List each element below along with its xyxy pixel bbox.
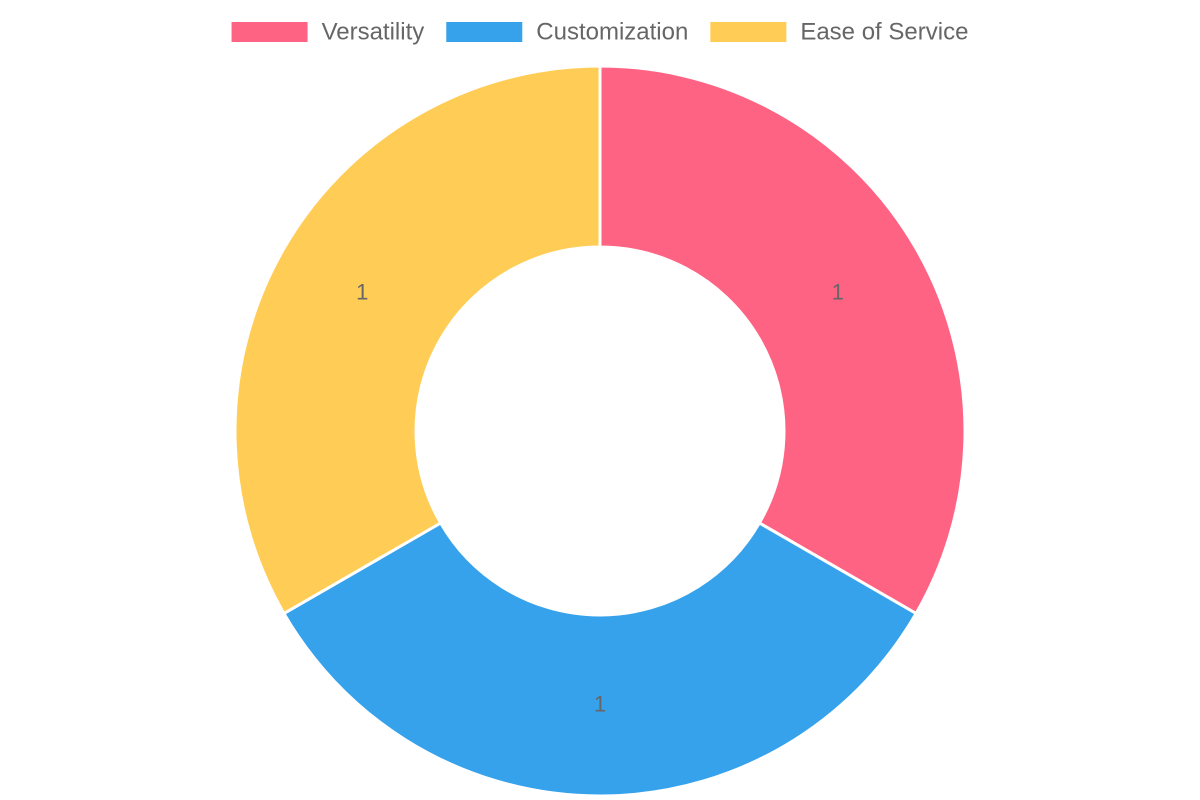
legend-item[interactable]: Versatility	[231, 18, 425, 45]
legend-item[interactable]: Customization	[446, 18, 688, 45]
legend-label: Customization	[536, 18, 688, 45]
legend-item[interactable]: Ease of Service	[710, 18, 968, 45]
doughnut-segment	[598, 64, 967, 616]
legend-label: Ease of Service	[800, 18, 968, 45]
legend-label: Versatility	[322, 18, 425, 45]
doughnut-segment	[233, 64, 602, 616]
data-label: 1	[594, 691, 606, 716]
data-label: 1	[832, 280, 844, 305]
doughnut-segment	[281, 520, 919, 798]
legend-swatch	[446, 22, 523, 42]
legend-swatch	[710, 22, 787, 42]
legend-swatch	[231, 22, 308, 42]
data-label: 1	[356, 280, 368, 305]
